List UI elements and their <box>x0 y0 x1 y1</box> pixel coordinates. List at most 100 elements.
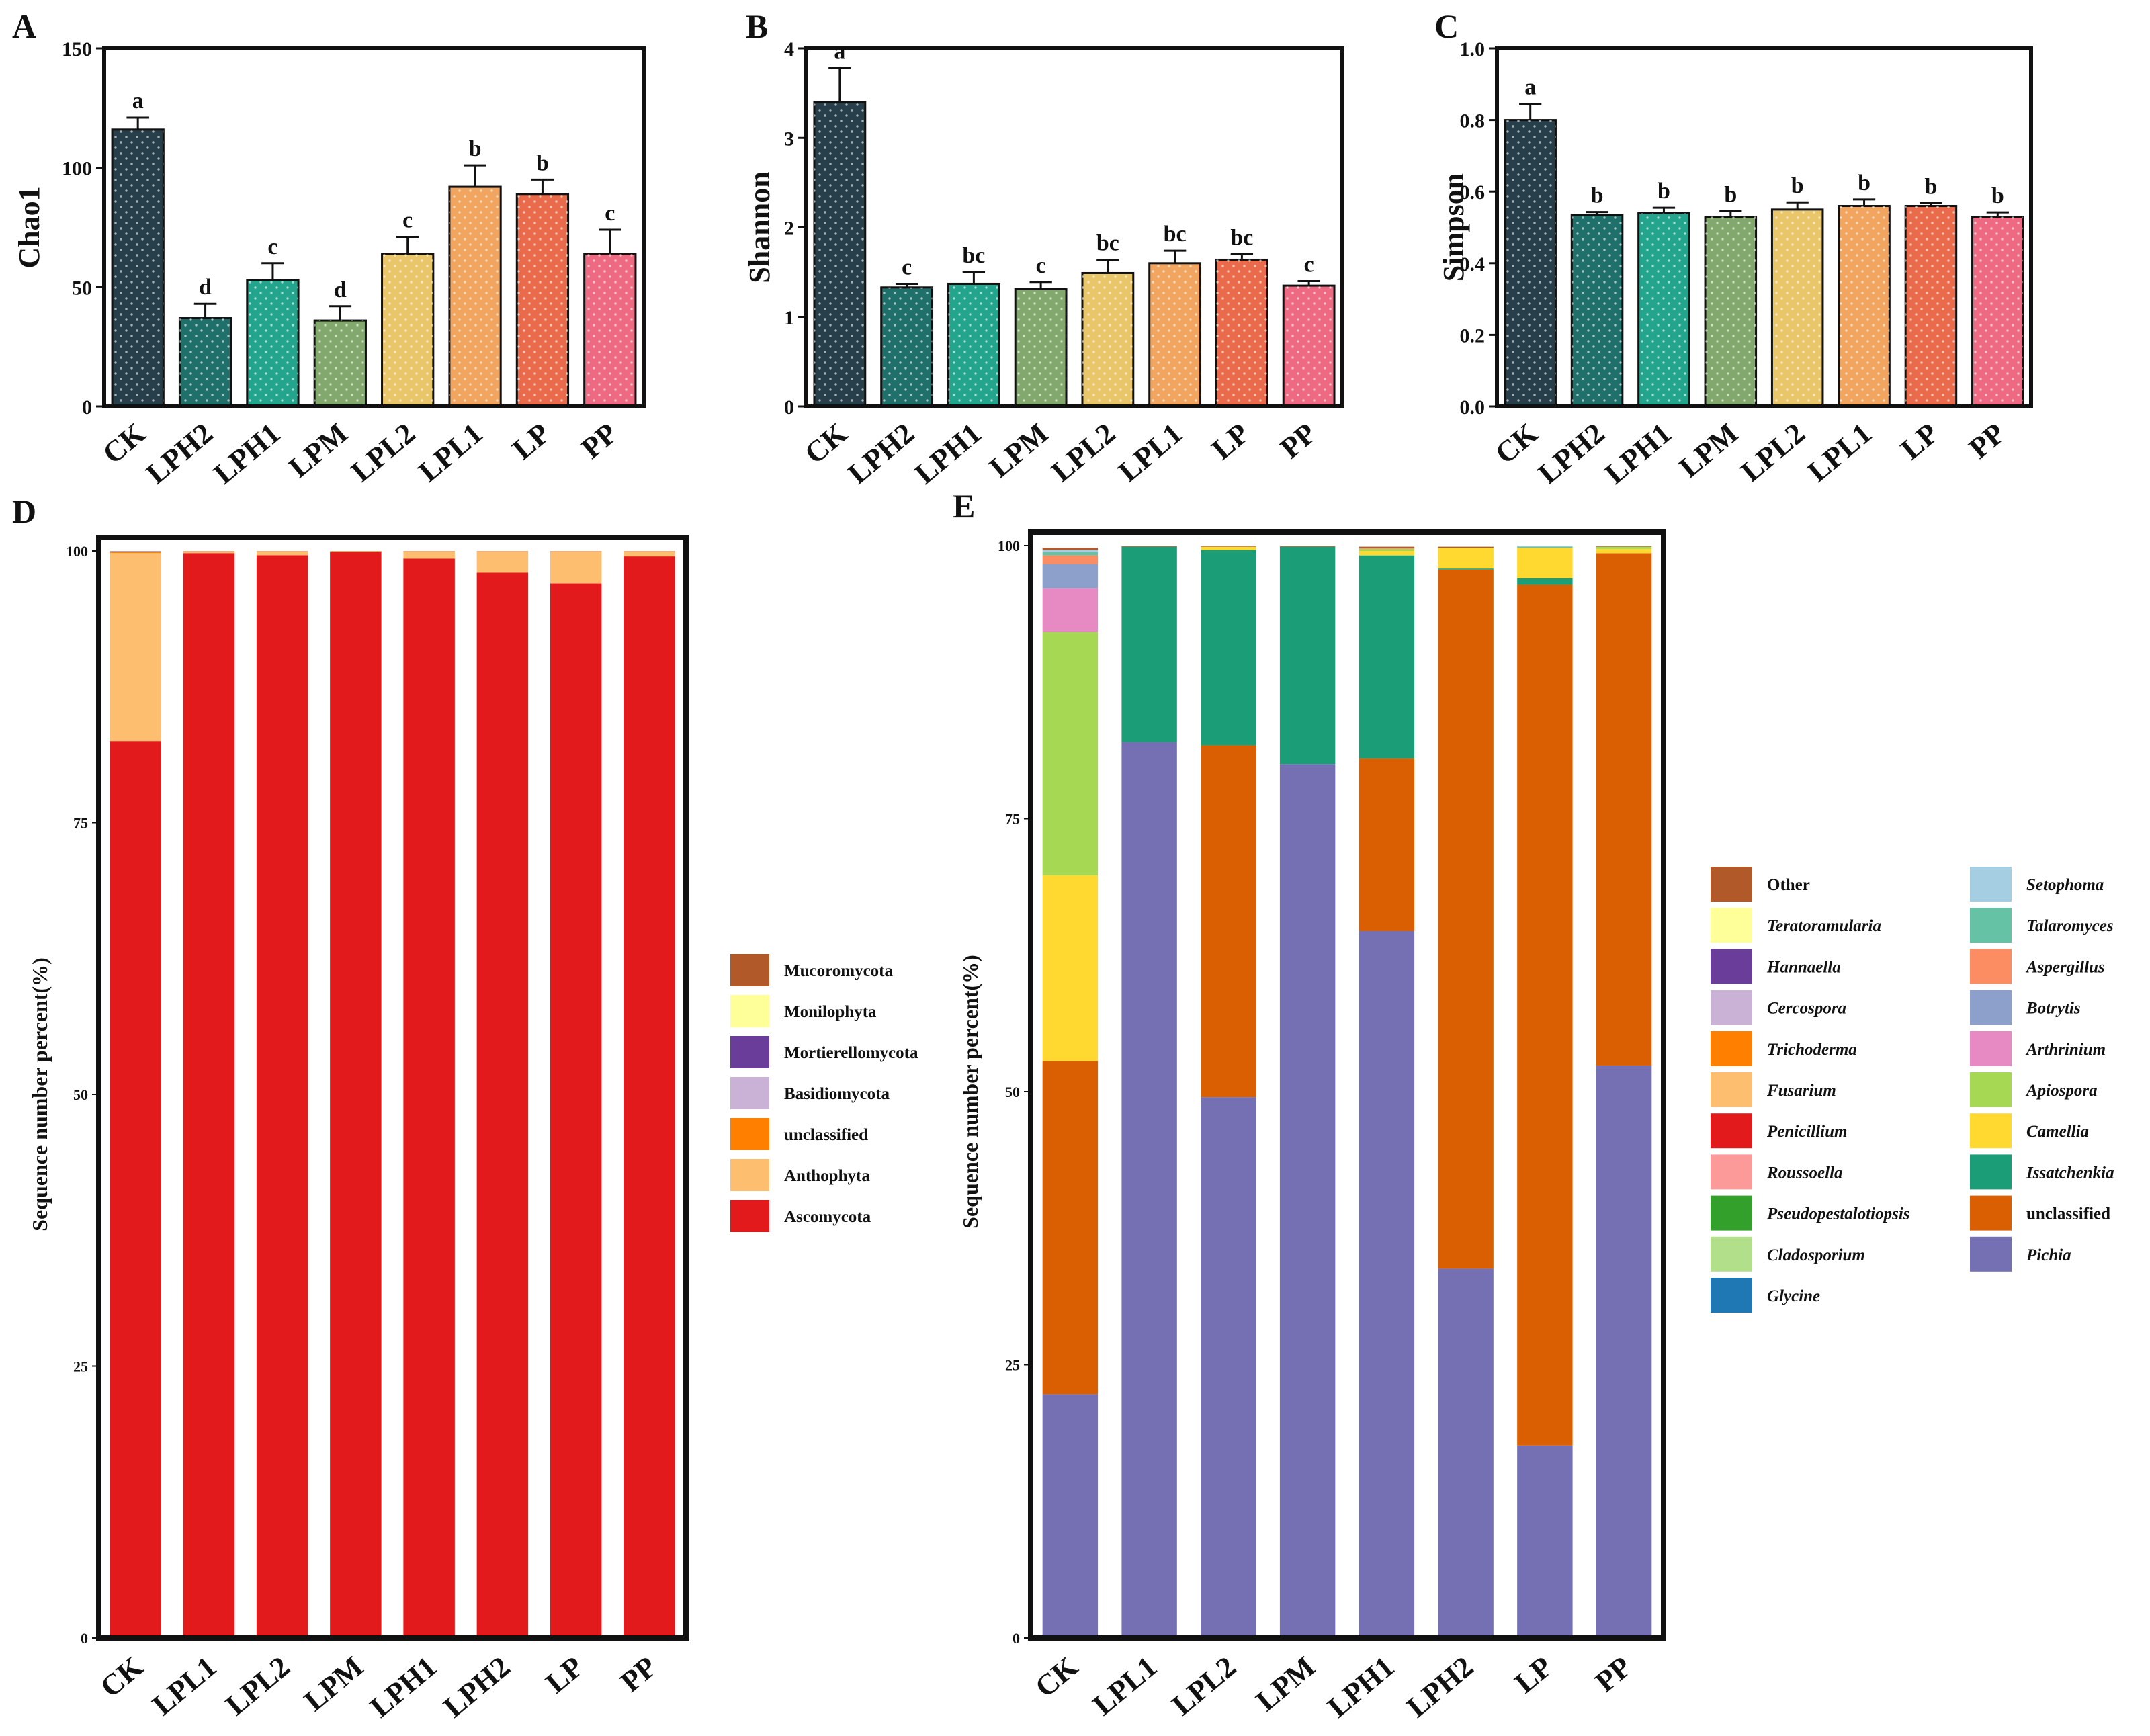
legend-swatch-hannaella <box>1711 949 1752 984</box>
x-tick-label: PP <box>614 1650 663 1698</box>
x-tick-label: LPH1 <box>908 417 988 490</box>
stack-segment-ascomycota-lpl1 <box>183 553 235 1638</box>
legend-label: Teratoramularia <box>1767 917 1881 935</box>
stack-segment-pichia-ck <box>1042 1394 1099 1638</box>
significance-letter: c <box>1304 252 1314 277</box>
stack-segment-other-ck <box>1042 548 1099 550</box>
significance-letter: bc <box>1164 222 1187 247</box>
stack-segment-unclassified-pp <box>1596 553 1652 1066</box>
stack-segment-unclassified-lph1 <box>1359 758 1415 931</box>
panel-c-simpson-chart: CSimpson0.00.20.40.60.81.0aCKbLPH2bLPH1b… <box>1434 7 2033 490</box>
bar-texture <box>1216 259 1268 406</box>
significance-letter: d <box>334 277 347 302</box>
x-tick-label: LPL2 <box>220 1650 296 1722</box>
y-tick-label: 25 <box>1005 1357 1020 1374</box>
significance-letter: b <box>1591 183 1604 208</box>
y-tick-label: 0 <box>81 1630 88 1647</box>
bar-texture <box>1972 216 2024 406</box>
stack-segment-ascomycota-ck <box>110 741 161 1638</box>
stack-segment-other-lph2 <box>1438 546 1494 548</box>
y-tick-label: 100 <box>998 537 1020 554</box>
stack-segment-unclassified-lph2 <box>1438 569 1494 1269</box>
x-tick-label: LP <box>506 417 556 466</box>
plot-frame <box>1495 46 2033 408</box>
bar-texture <box>1838 206 1890 406</box>
stack-segment-pichia-lp <box>1517 1445 1573 1638</box>
stack-segment-apiospora-lph1 <box>1359 548 1415 552</box>
bar-texture <box>1082 273 1133 406</box>
stack-segment-arthrinium-ck <box>1042 588 1099 632</box>
legend-swatch-mucoromycota <box>730 954 769 986</box>
legend-label: Cercospora <box>1767 1000 1846 1018</box>
y-axis-label: Sequence number percent(%) <box>958 955 982 1229</box>
legend-swatch-anthophyta <box>730 1159 769 1191</box>
legend-swatch-pichia <box>1970 1236 2012 1272</box>
bar-texture <box>948 284 1000 406</box>
stack-segment-unclassified-lpl2 <box>1201 745 1256 1098</box>
y-tick-label: 100 <box>62 158 92 180</box>
legend-swatch-basidiomycota <box>730 1077 769 1109</box>
stack-segment-other-lpl2 <box>1201 546 1256 547</box>
stack-segment-anthophyta-pp <box>624 552 675 557</box>
stack-segment-other-lpl1 <box>1121 546 1177 547</box>
legend-label: Trichoderma <box>1767 1041 1857 1059</box>
x-tick-label: LP <box>1895 417 1945 466</box>
y-axis-label: Shannon <box>743 171 776 283</box>
stack-segment-botrytis-ck <box>1042 564 1099 589</box>
x-tick-label: LPM <box>983 417 1054 484</box>
significance-letter: c <box>1036 253 1046 278</box>
plot-frame <box>1028 529 1666 1641</box>
plot-frame <box>102 46 646 408</box>
significance-letter: b <box>1991 183 2004 208</box>
y-tick-label: 0 <box>784 396 794 419</box>
stack-segment-aspergillus-ck <box>1042 555 1099 564</box>
x-tick-label: PP <box>1963 417 2012 465</box>
significance-letter: d <box>199 275 212 300</box>
bar-texture <box>1015 289 1067 406</box>
stack-segment-camellia-lph2 <box>1438 548 1494 569</box>
legend-label: Pichia <box>2026 1246 2071 1264</box>
y-tick-label: 2 <box>784 218 794 240</box>
bar-texture <box>1638 213 1690 406</box>
y-tick-label: 0.6 <box>1460 181 1486 204</box>
y-tick-label: 50 <box>72 277 92 299</box>
bar-texture <box>112 129 164 406</box>
significance-letter: a <box>834 39 845 64</box>
significance-letter: a <box>132 89 144 114</box>
x-tick-label: LPL1 <box>146 1650 222 1722</box>
legend-label: unclassified <box>2026 1205 2110 1223</box>
significance-letter: b <box>469 136 482 161</box>
y-tick-label: 0.0 <box>1460 396 1486 419</box>
stack-segment-pichia-lpl2 <box>1201 1097 1256 1638</box>
legend-label: Other <box>1767 876 1810 894</box>
legend-swatch-teratoramularia <box>1711 908 1752 943</box>
bar-texture <box>1905 206 1956 406</box>
bar-texture <box>1705 216 1756 406</box>
x-tick-label: LPH2 <box>1400 1650 1479 1724</box>
y-tick-label: 50 <box>1005 1084 1020 1100</box>
x-tick-label: PP <box>1589 1650 1638 1698</box>
legend-label: Apiospora <box>2025 1082 2098 1100</box>
significance-letter: b <box>1858 171 1870 196</box>
legend-label: Anthophyta <box>784 1167 870 1185</box>
legend-swatch-unclassified <box>1970 1195 2012 1231</box>
legend-swatch-ascomycota <box>730 1200 769 1232</box>
stack-segment-ascomycota-lph1 <box>403 558 455 1639</box>
legend-swatch-arthrinium <box>1970 1031 2012 1066</box>
y-tick-label: 0.4 <box>1460 253 1486 275</box>
y-tick-label: 0 <box>82 396 92 419</box>
legend-label: Basidiomycota <box>784 1085 890 1103</box>
x-tick-label: LPL2 <box>345 417 421 488</box>
panel-letter: D <box>12 492 36 530</box>
stack-segment-issatchenkia-lpl1 <box>1121 546 1177 742</box>
significance-letter: b <box>1791 173 1804 198</box>
x-tick-label: LPM <box>1673 417 1744 484</box>
legend-label: Aspergillus <box>2025 958 2105 976</box>
stack-segment-ascomycota-lpl2 <box>256 555 308 1639</box>
bar-texture <box>247 279 299 406</box>
y-tick-label: 75 <box>73 815 88 832</box>
stack-segment-anthophyta-ck <box>110 553 161 742</box>
